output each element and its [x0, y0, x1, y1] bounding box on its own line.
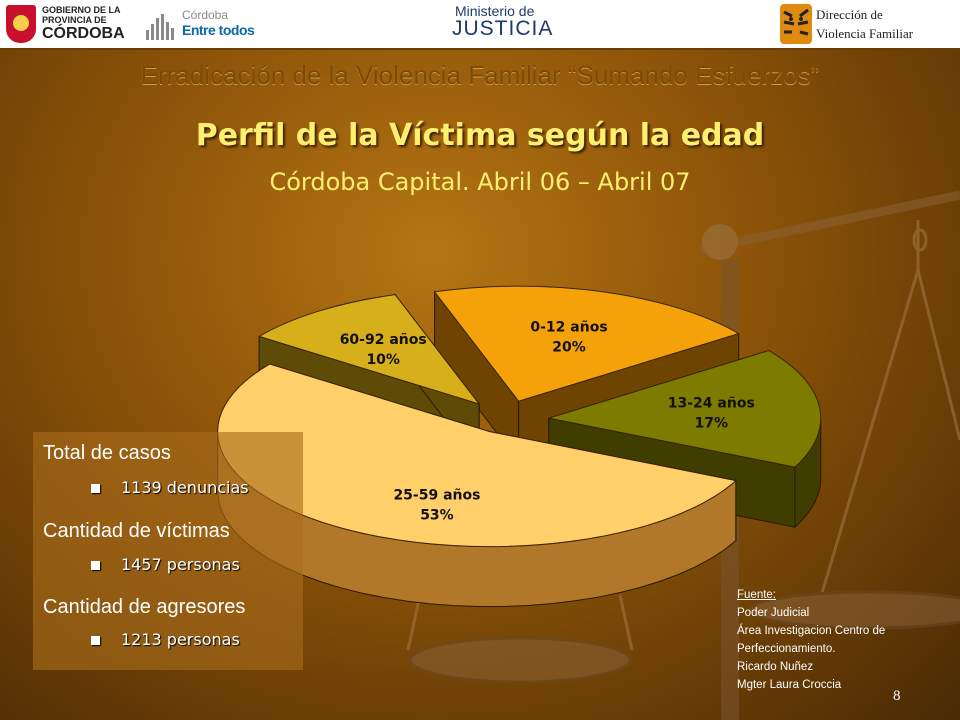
gob-logo-line3: CÓRDOBA — [42, 25, 125, 42]
cba-logo-line1: Córdoba — [182, 8, 229, 22]
direccion-violencia-familiar-label: Dirección de Violencia Familiar — [816, 5, 913, 43]
bullet-icon — [91, 484, 100, 493]
dvf-line2: Violencia Familiar — [816, 26, 914, 41]
slice-value-label: 20% — [552, 340, 586, 356]
total-cases-label: Total de casos — [43, 442, 171, 464]
min-logo-line2: JUSTICIA — [452, 17, 554, 40]
shield-icon — [6, 5, 36, 43]
pie-slice — [217, 363, 737, 608]
bars-icon — [146, 12, 176, 40]
source-heading: Fuente: — [737, 589, 776, 601]
slice-label: 60-92 años — [340, 332, 427, 348]
gob-logo-line1: GOBIERNO DE LA — [42, 5, 121, 15]
source-line: Poder Judicial — [737, 607, 810, 619]
min-logo-line1: Ministerio de — [455, 3, 535, 19]
slice-label: 0-12 años — [530, 320, 607, 336]
source-line: Ricardo Nuñez — [737, 661, 814, 673]
total-cases-value: 1139 denuncias — [121, 478, 249, 497]
victims-value: 1457 personas — [121, 555, 240, 574]
stats-panel: Total de casos 1139 denuncias Cantidad d… — [33, 432, 303, 670]
pie-slice-top — [217, 363, 737, 548]
cordoba-entre-todos-logo: Córdoba Entre todos — [146, 6, 262, 42]
gobierno-cordoba-logo: GOBIERNO DE LA PROVINCIA DE CÓRDOBA — [6, 3, 132, 45]
cba-logo-line2: Entre todos — [182, 22, 255, 38]
slice-value-label: 17% — [695, 416, 729, 432]
divider — [0, 48, 960, 50]
slide-title: Perfil de la Víctima según la edad — [195, 118, 765, 153]
header-bar: GOBIERNO DE LA PROVINCIA DE CÓRDOBA Córd… — [0, 0, 960, 48]
slice-label: 13-24 años — [668, 396, 755, 412]
dvf-line1: Dirección de — [816, 7, 883, 22]
gob-logo-line2: PROVINCIA DE — [42, 15, 107, 25]
bullet-icon — [91, 561, 100, 570]
program-title: Erradicación de la Violencia Familiar “S… — [140, 60, 820, 90]
victims-label: Cantidad de víctimas — [43, 520, 230, 542]
pie-slice-top — [548, 349, 822, 468]
source-line: Área Investigacion Centro de — [737, 625, 886, 637]
page-number: 8 — [893, 688, 901, 704]
source-line: Mgter Laura Croccia — [737, 679, 842, 691]
bullet-icon — [91, 636, 100, 645]
source-note: Fuente: Poder Judicial Área Investigacio… — [737, 586, 885, 694]
slice-value-label: 10% — [366, 352, 400, 368]
pie-slice-top — [257, 294, 481, 405]
aggressors-label: Cantidad de agresores — [43, 596, 246, 618]
source-line: Perfeccionamiento. — [737, 643, 836, 655]
pie-slice-top — [433, 285, 740, 402]
tiger-icon — [780, 4, 812, 44]
aggressors-value: 1213 personas — [121, 630, 240, 649]
ministerio-justicia-logo: Ministerio de JUSTICIA — [440, 2, 554, 44]
slice-value-label: 53% — [420, 508, 454, 524]
slice-label: 25-59 años — [393, 488, 480, 504]
slide-subtitle: Córdoba Capital. Abril 06 – Abril 07 — [269, 168, 691, 196]
